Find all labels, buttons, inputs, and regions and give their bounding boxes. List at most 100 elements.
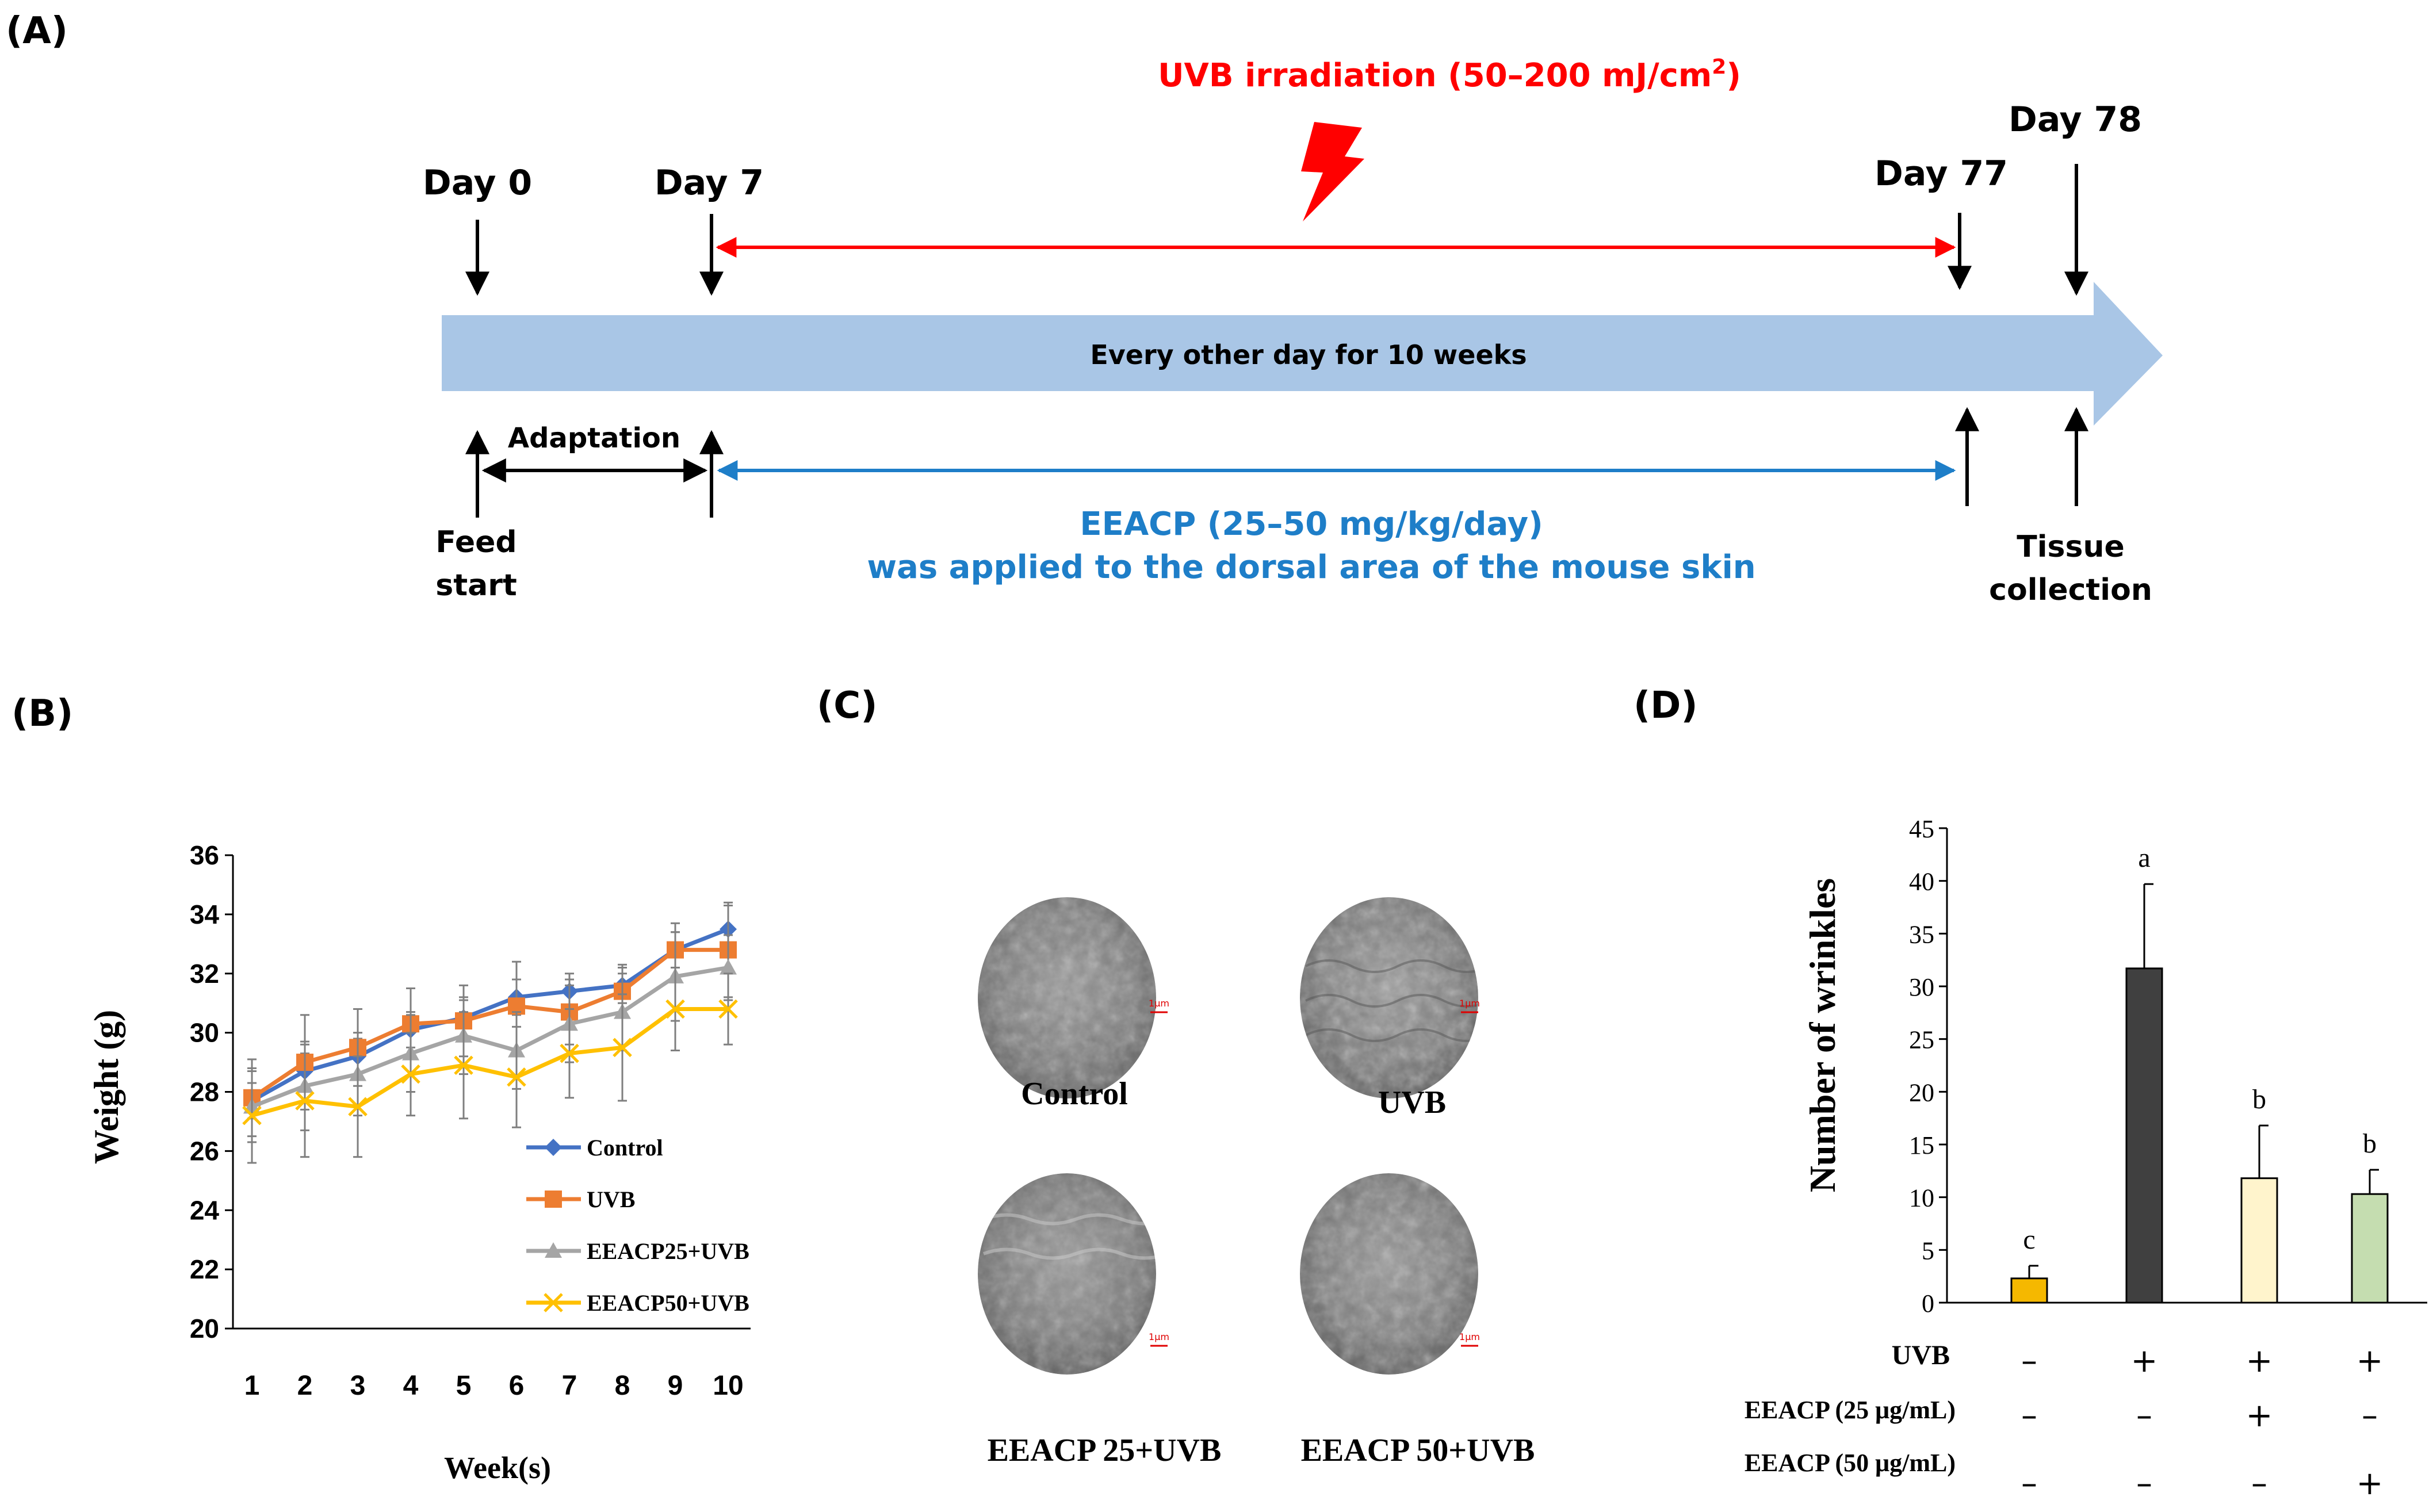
tissue-line2: collection xyxy=(1989,573,2152,607)
sign-r2-c1: – xyxy=(2021,1397,2037,1434)
x-tick-label: 3 xyxy=(350,1371,366,1401)
series-line xyxy=(251,927,729,1103)
caption-eeacp25: EEACP 25+UVB xyxy=(988,1433,1222,1468)
timeline-arrow xyxy=(442,282,2163,426)
eeacp-dose-text: EEACP (25–50 mg/kg/day) xyxy=(1080,506,1543,543)
sign-r1-c3: + xyxy=(2246,1342,2273,1380)
bar xyxy=(2240,1177,2278,1304)
y-tick-label: 24 xyxy=(190,1195,220,1225)
significance-letter: a xyxy=(2138,843,2150,873)
day0-label: Day 0 xyxy=(423,163,532,203)
eeacp-application-text: was applied to the dorsal area of the mo… xyxy=(867,549,1755,586)
legend-label: UVB xyxy=(587,1186,635,1212)
legend-marker xyxy=(545,1191,562,1208)
legend-marker xyxy=(545,1139,562,1156)
panel-d: (D) 0 5 10 15 20 25 30 35 40 45 Number of wrinkles… xyxy=(1634,684,2427,1502)
legend-entry: EEACP50+UVB xyxy=(526,1290,749,1316)
feed-start-line1: Feed xyxy=(435,525,517,560)
x-tick-label: 1 xyxy=(244,1371,260,1401)
sign-r2-c3: + xyxy=(2246,1397,2273,1434)
caption-control: Control xyxy=(1021,1076,1128,1112)
y-tick-label: 15 xyxy=(1909,1131,1934,1159)
legend-marker xyxy=(545,1242,562,1258)
x-tick-label: 7 xyxy=(562,1371,577,1401)
significance-letter: b xyxy=(2252,1084,2266,1115)
sign-r1-c4: + xyxy=(2357,1342,2384,1380)
y-tick-label: 0 xyxy=(1922,1289,1934,1318)
panel-d-label: (D) xyxy=(1634,684,1698,727)
panel-b-label: (B) xyxy=(12,692,73,735)
x-tick-label: 8 xyxy=(615,1371,630,1401)
row-label-eeacp25: EEACP (25 μg/mL) xyxy=(1745,1396,1956,1424)
y-tick-label: 5 xyxy=(1922,1237,1934,1265)
y-axis-title: Number of wrinkles xyxy=(1802,878,1843,1192)
bar xyxy=(2351,1193,2389,1304)
wrinkle-bar-chart: 0 5 10 15 20 25 30 35 40 45 Number of wrinkles c a b b xyxy=(1802,815,2427,1318)
data-point xyxy=(720,959,737,975)
y-axis-title: Weight (g) xyxy=(87,1010,125,1164)
data-point xyxy=(665,999,685,1019)
y-tick-label: 30 xyxy=(190,1018,219,1048)
series-line xyxy=(251,1006,728,1118)
skin-image-eeacp50 xyxy=(1300,1173,1478,1375)
svg-text:1μm: 1μm xyxy=(1149,1331,1169,1342)
sign-r3-c2: – xyxy=(2136,1465,2152,1502)
x-tick-label: 9 xyxy=(668,1371,683,1401)
legend-label: EEACP50+UVB xyxy=(587,1290,749,1316)
svg-text:1μm: 1μm xyxy=(1149,998,1169,1009)
x-tick-label: 4 xyxy=(403,1371,419,1401)
uvb-title: UVB irradiation (50–200 mJ/cm2) xyxy=(1158,55,1741,94)
panel-c-label: (C) xyxy=(817,684,877,727)
y-tick-label: 32 xyxy=(190,959,219,989)
x-axis-title: Week(s) xyxy=(444,1450,551,1485)
sign-r3-c1: – xyxy=(2021,1465,2037,1502)
y-tick-label: 20 xyxy=(1909,1078,1934,1107)
y-tick-label: 25 xyxy=(1909,1026,1934,1054)
y-tick-label: 28 xyxy=(190,1077,219,1107)
series-line xyxy=(251,948,728,1100)
data-point xyxy=(613,1038,632,1058)
significance-letter: c xyxy=(2023,1224,2035,1255)
data-point xyxy=(507,1067,526,1087)
y-tick-label: 34 xyxy=(190,899,220,929)
row-label-eeacp50: EEACP (50 μg/mL) xyxy=(1745,1449,1956,1477)
sign-r3-c3: – xyxy=(2251,1465,2267,1502)
day77-label: Day 77 xyxy=(1875,154,2008,194)
significance-letter: b xyxy=(2363,1128,2377,1159)
panel-a-label: (A) xyxy=(6,10,68,52)
skin-image-uvb xyxy=(1300,897,1478,1098)
svg-text:1μm: 1μm xyxy=(1459,1331,1480,1342)
legend-entry: EEACP25+UVB xyxy=(526,1238,749,1264)
x-tick-label: 10 xyxy=(713,1371,743,1401)
data-point xyxy=(401,1064,420,1084)
adaptation-label: Adaptation xyxy=(508,422,680,454)
sign-r1-c2: + xyxy=(2131,1342,2158,1380)
data-point xyxy=(718,999,738,1019)
day7-label: Day 7 xyxy=(655,163,764,203)
scale-bar-control: 1μm xyxy=(1149,998,1169,1013)
day78-label: Day 78 xyxy=(2009,99,2142,140)
y-tick-label: 10 xyxy=(1909,1184,1934,1212)
legend-entry: Control xyxy=(526,1135,663,1161)
data-point xyxy=(295,1091,315,1111)
series-eeacp50-uvb xyxy=(242,966,738,1164)
panel-a: (A) UVB irradiation (50–200 mJ/cm2) Day … xyxy=(6,10,2163,607)
legend-entry: UVB xyxy=(526,1186,635,1212)
tissue-line1: Tissue xyxy=(2017,530,2124,564)
svg-text:1μm: 1μm xyxy=(1459,998,1480,1009)
legend-label: EEACP25+UVB xyxy=(587,1238,749,1264)
x-tick-label: 2 xyxy=(297,1371,313,1401)
series-eeacp25-uvb xyxy=(243,931,737,1143)
y-tick-label: 45 xyxy=(1909,815,1934,843)
sign-r2-c2: – xyxy=(2136,1397,2152,1434)
bar xyxy=(2125,967,2163,1304)
y-tick-label: 35 xyxy=(1909,920,1934,948)
row-label-uvb: UVB xyxy=(1892,1340,1950,1371)
timeline-text: Every other day for 10 weeks xyxy=(1090,339,1527,370)
legend-marker xyxy=(544,1293,563,1312)
x-tick-label: 5 xyxy=(456,1371,472,1401)
y-tick-label: 36 xyxy=(190,840,219,870)
